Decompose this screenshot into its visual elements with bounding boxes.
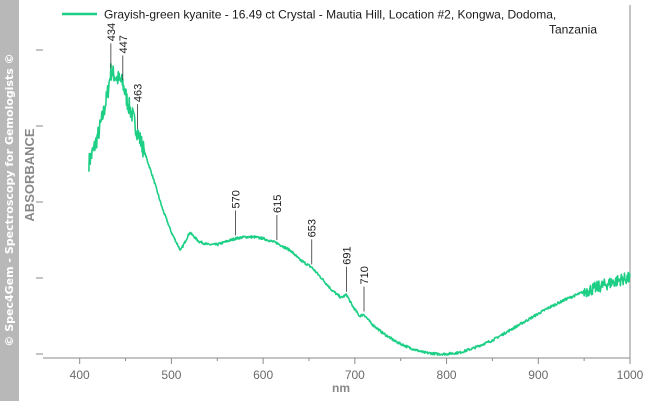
x-axis-label: nm [332,381,350,395]
axes: 400 500 600 700 800 900 1000 [36,5,644,382]
watermark-strip [0,0,19,401]
x-ticks: 400 500 600 700 800 900 1000 [70,358,644,382]
series-line [88,63,631,356]
annotation-label: 463 [132,84,144,102]
annotation-label: 710 [359,266,371,284]
annotation-label: 434 [106,23,118,41]
x-tick-label: 600 [253,368,273,382]
x-tick-label: 1000 [617,368,644,382]
x-tick-label: 400 [70,368,90,382]
annotation-label: 615 [272,195,284,213]
legend-entry: Grayish-green kyanite - 16.49 ct Crystal… [104,8,556,22]
x-tick-label: 500 [161,368,181,382]
x-tick-label: 800 [437,368,457,382]
legend: Grayish-green kyanite - 16.49 ct Crystal… [62,8,597,37]
annotation-label: 653 [307,219,319,237]
annotation-label: 447 [118,35,130,53]
annotation-label: 691 [342,246,354,264]
x-tick-label: 700 [345,368,365,382]
x-tick-label: 900 [528,368,548,382]
legend-entry-continuation: Tanzania [549,23,597,37]
watermark-text: © Spec4Gem - Spectroscopy for Gemologist… [3,53,16,346]
y-ticks [36,49,43,355]
y-axis-label: ABSORBANCE [22,128,37,222]
series-layer [88,63,631,356]
annotation-label: 570 [231,190,243,208]
